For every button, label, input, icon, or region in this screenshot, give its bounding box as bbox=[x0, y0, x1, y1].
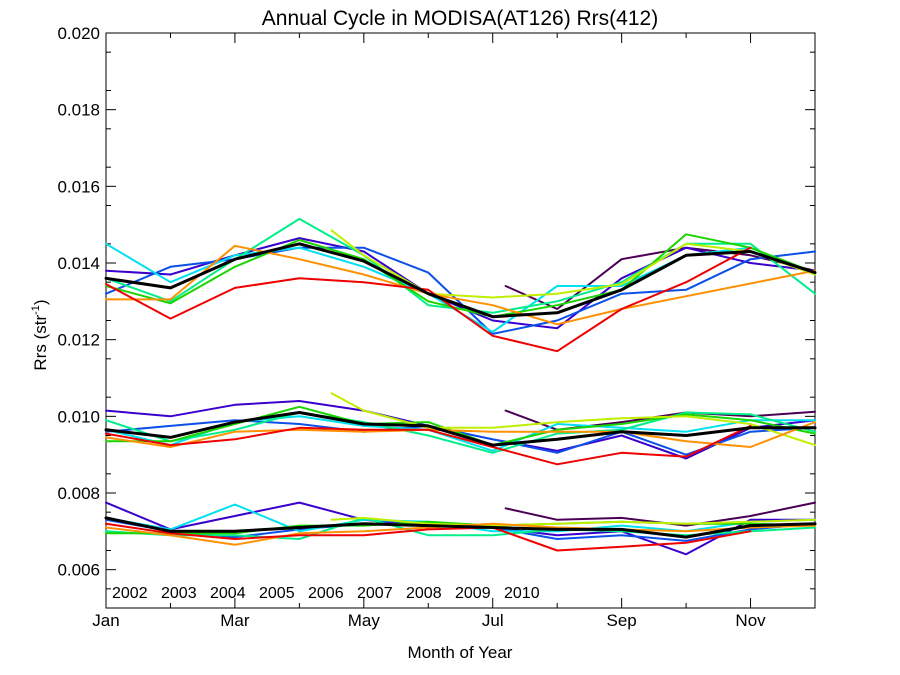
chart-title: Annual Cycle in MODISA(AT126) Rrs(412) bbox=[262, 7, 658, 30]
legend-entry-2002: 2002 bbox=[112, 585, 148, 602]
x-tick-label: Mar bbox=[220, 611, 250, 630]
series-line-2010 bbox=[105, 246, 752, 353]
legend-entry-2006: 2006 bbox=[308, 585, 344, 602]
series-line-2008 bbox=[330, 516, 816, 527]
series-line-2007 bbox=[105, 405, 816, 447]
legend-entry-2005: 2005 bbox=[259, 585, 295, 602]
legend-entry-2004: 2004 bbox=[210, 585, 246, 602]
x-axis-label: Month of Year bbox=[408, 643, 513, 662]
x-tick-label: Nov bbox=[735, 611, 766, 630]
plot-area: Jan Mar May Jul Sep Nov 0.006 0.008 0.010 0.012 0.… bbox=[57, 24, 817, 630]
series-line-2010 bbox=[105, 424, 752, 466]
legend-entry-2009: 2009 bbox=[455, 585, 491, 602]
y-tick-label: 0.020 bbox=[57, 24, 100, 43]
y-axis-label-superscript: -1 bbox=[30, 305, 42, 315]
series-line-2006 bbox=[105, 411, 816, 454]
y-axis-label-tail: ) bbox=[31, 299, 50, 305]
series-line-2010 bbox=[105, 522, 752, 552]
x-tick-label: May bbox=[348, 611, 381, 630]
legend-entry-2010: 2010 bbox=[504, 585, 540, 602]
series-line-2007 bbox=[105, 233, 816, 318]
series-line-2008 bbox=[330, 392, 816, 447]
y-axis-label-main: Rrs (str bbox=[31, 315, 50, 371]
y-tick-label: 0.006 bbox=[57, 561, 100, 580]
series-line-mean bbox=[104, 242, 817, 319]
legend-entry-2007: 2007 bbox=[357, 585, 393, 602]
legend-entry-2008: 2008 bbox=[406, 585, 442, 602]
x-tick-label: Jul bbox=[482, 611, 504, 630]
series-line-mean bbox=[104, 411, 817, 447]
series-line-2008 bbox=[330, 229, 816, 299]
x-tick-label: Jan bbox=[92, 611, 119, 630]
y-axis-label: Rrs (str-1) bbox=[30, 299, 50, 370]
y-tick-label: 0.012 bbox=[57, 331, 100, 350]
y-tick-label: 0.018 bbox=[57, 101, 100, 120]
series-line-2003 bbox=[105, 237, 816, 330]
y-tick-label: 0.016 bbox=[57, 177, 100, 196]
series-line-mean bbox=[104, 516, 817, 539]
y-tick-label: 0.014 bbox=[57, 254, 100, 273]
series-line-2009 bbox=[105, 421, 816, 448]
y-tick-label: 0.010 bbox=[57, 407, 100, 426]
x-tick-label: Sep bbox=[607, 611, 637, 630]
legend-entry-2003: 2003 bbox=[161, 585, 197, 602]
y-tick-label: 0.008 bbox=[57, 484, 100, 503]
series-line-2005 bbox=[105, 242, 816, 333]
